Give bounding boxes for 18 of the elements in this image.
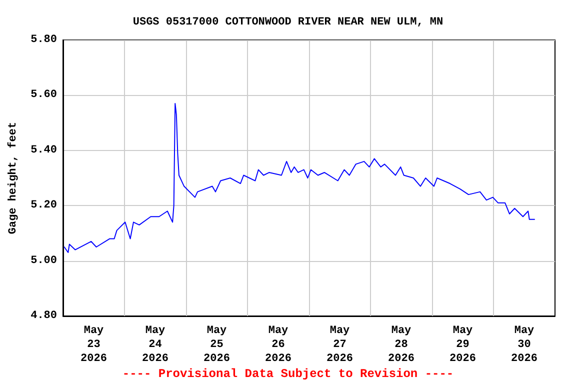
- text: ---- Provisional Data Subject to Revision ----: [122, 367, 454, 381]
- x-tick-label: May 25 2026: [204, 325, 230, 365]
- x-tick-label: May 30 2026: [511, 325, 538, 365]
- x-tick-label: May 28 2026: [388, 325, 414, 365]
- x-tick-label: May 26 2026: [265, 325, 292, 365]
- y-tick-label: 5.20: [30, 200, 57, 212]
- y-tick-label: 5.80: [30, 34, 57, 46]
- y-tick-label: 4.80: [30, 310, 57, 322]
- y-tick-label: 5.60: [30, 89, 57, 102]
- line-series: [64, 102, 535, 254]
- x-tick-label: May 27 2026: [326, 325, 353, 365]
- x-tick-label: May 29 2026: [450, 325, 476, 365]
- x-tick-label: May 23 2026: [80, 325, 107, 365]
- y-axis-title: Gage height, feet: [6, 122, 20, 234]
- y-tick-label: 5.00: [30, 254, 57, 267]
- y-tick-label: 5.40: [30, 144, 57, 156]
- x-tick-label: May 24 2026: [142, 325, 168, 365]
- chart-title: USGS 05317000 COTTONWOOD RIVER NEAR NEW ULM, MN: [132, 16, 444, 28]
